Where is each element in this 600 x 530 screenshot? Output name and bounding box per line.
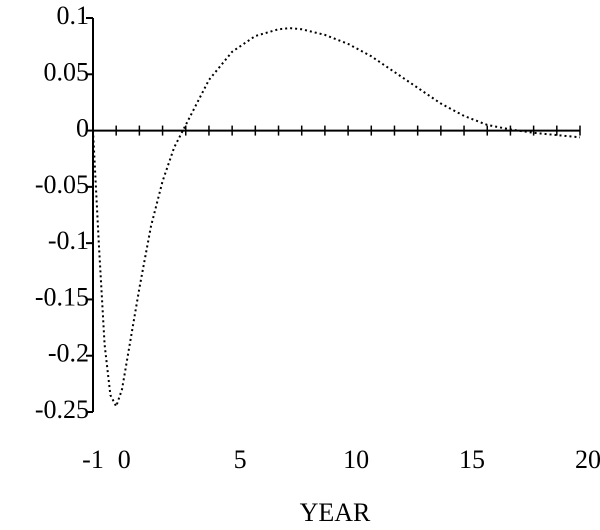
y-tick-label: 0 <box>76 114 89 143</box>
y-tick-label: 0.1 <box>57 1 90 30</box>
y-tick-label: 0.05 <box>44 57 90 86</box>
y-tick-label: -0.1 <box>48 226 89 255</box>
y-tick-label: -0.25 <box>35 395 89 424</box>
x-tick-label: 10 <box>343 445 369 474</box>
y-tick-label: -0.05 <box>35 170 89 199</box>
x-axis-label: YEAR <box>300 498 371 527</box>
x-tick-label: 20 <box>575 445 600 474</box>
x-tick-label: -1 <box>82 445 104 474</box>
y-tick-label: -0.15 <box>35 282 89 311</box>
x-tick-label: 15 <box>459 445 485 474</box>
line <box>92 27 581 409</box>
y-tick-label: -0.2 <box>48 339 89 368</box>
x-tick-label: 5 <box>234 445 247 474</box>
x-tick-label: 0 <box>118 445 131 474</box>
